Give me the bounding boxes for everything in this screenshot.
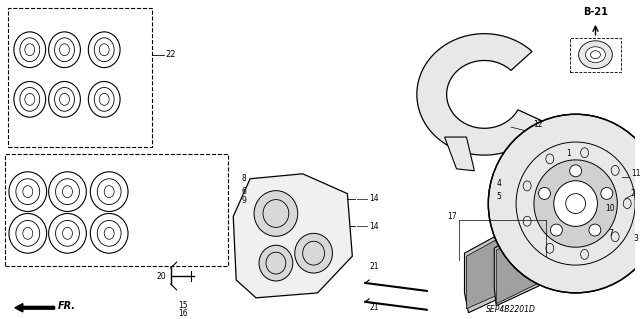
Text: 14: 14 bbox=[369, 194, 379, 203]
Text: 20: 20 bbox=[156, 271, 166, 280]
Ellipse shape bbox=[9, 172, 47, 211]
Text: 12: 12 bbox=[533, 120, 543, 129]
Polygon shape bbox=[233, 174, 353, 298]
Text: FR.: FR. bbox=[58, 301, 76, 311]
Ellipse shape bbox=[14, 32, 45, 68]
Ellipse shape bbox=[49, 81, 81, 117]
Polygon shape bbox=[445, 137, 474, 171]
Ellipse shape bbox=[49, 32, 81, 68]
Text: 3: 3 bbox=[633, 234, 638, 243]
Text: 10: 10 bbox=[605, 204, 615, 213]
Circle shape bbox=[601, 188, 612, 199]
Polygon shape bbox=[496, 230, 537, 304]
Polygon shape bbox=[467, 234, 509, 309]
Ellipse shape bbox=[49, 213, 86, 253]
Text: 4: 4 bbox=[496, 179, 501, 188]
Ellipse shape bbox=[488, 114, 640, 293]
Text: 7: 7 bbox=[609, 229, 613, 238]
Ellipse shape bbox=[90, 213, 128, 253]
Polygon shape bbox=[494, 226, 539, 306]
Text: 15: 15 bbox=[179, 301, 188, 310]
Circle shape bbox=[570, 165, 582, 177]
Text: 21: 21 bbox=[369, 303, 379, 312]
Ellipse shape bbox=[521, 140, 600, 223]
Ellipse shape bbox=[49, 172, 86, 211]
Bar bbox=[8, 8, 152, 147]
Ellipse shape bbox=[90, 172, 128, 211]
Text: 16: 16 bbox=[179, 309, 188, 318]
Text: 5: 5 bbox=[496, 192, 501, 201]
Text: 14: 14 bbox=[369, 222, 379, 231]
Circle shape bbox=[589, 224, 601, 236]
Ellipse shape bbox=[254, 191, 298, 236]
Circle shape bbox=[550, 224, 563, 236]
Text: 17: 17 bbox=[447, 212, 456, 221]
Text: 9: 9 bbox=[241, 196, 246, 204]
Ellipse shape bbox=[259, 245, 292, 281]
Ellipse shape bbox=[547, 167, 575, 197]
Bar bbox=[5, 154, 228, 266]
Polygon shape bbox=[417, 34, 545, 155]
Ellipse shape bbox=[14, 81, 45, 117]
Text: B-21: B-21 bbox=[583, 7, 608, 17]
Ellipse shape bbox=[534, 160, 618, 247]
Ellipse shape bbox=[295, 233, 332, 273]
Text: 6: 6 bbox=[241, 187, 246, 196]
Text: 22: 22 bbox=[166, 50, 176, 59]
Ellipse shape bbox=[554, 181, 598, 226]
Ellipse shape bbox=[88, 81, 120, 117]
Polygon shape bbox=[465, 230, 511, 313]
Text: 2: 2 bbox=[630, 189, 635, 198]
Ellipse shape bbox=[579, 41, 612, 69]
Text: 11: 11 bbox=[631, 169, 640, 178]
Text: SEP4B2201D: SEP4B2201D bbox=[486, 305, 536, 314]
Ellipse shape bbox=[533, 152, 589, 211]
Text: 1: 1 bbox=[566, 149, 570, 159]
Bar bbox=[570, 38, 621, 71]
Circle shape bbox=[538, 188, 550, 199]
Text: 21: 21 bbox=[369, 262, 379, 271]
Ellipse shape bbox=[586, 47, 605, 63]
Text: 8: 8 bbox=[241, 174, 246, 183]
Ellipse shape bbox=[88, 32, 120, 68]
Ellipse shape bbox=[9, 213, 47, 253]
